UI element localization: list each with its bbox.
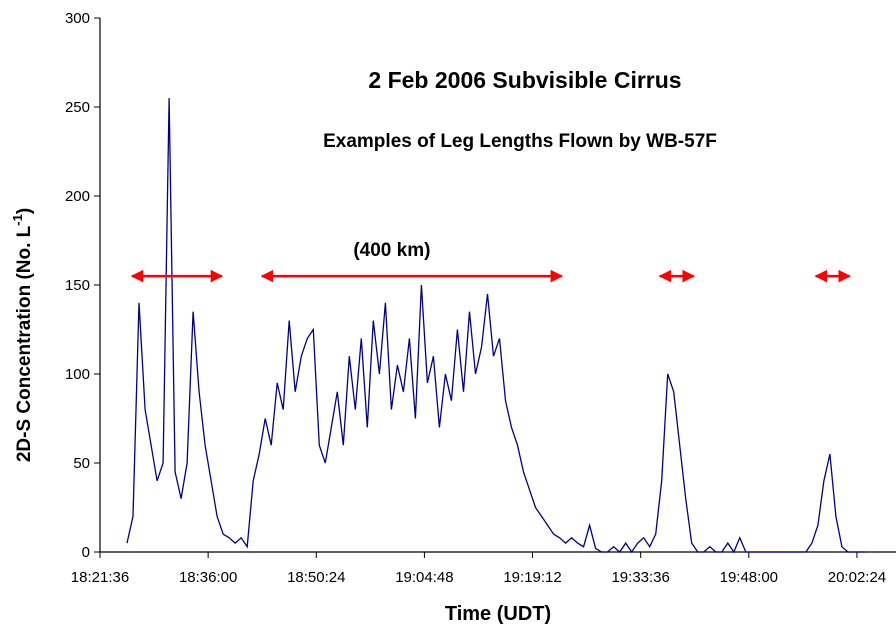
chart-subtitle: Examples of Leg Lengths Flown by WB-57F <box>323 131 717 152</box>
y-axis-label-sup: -1 <box>10 214 25 226</box>
annotation-label: (400 km) <box>353 240 430 261</box>
chart-title: 2 Feb 2006 Subvisible Cirrus <box>368 67 681 93</box>
y-tick-label: 50 <box>73 455 90 472</box>
y-tick-label: 300 <box>65 10 90 27</box>
y-tick-label: 250 <box>65 99 90 116</box>
x-tick-label: 19:33:36 <box>611 569 669 586</box>
y-axis-label: 2D-S Concentration (No. L-1) <box>10 208 35 462</box>
x-tick-label: 19:48:00 <box>720 569 778 586</box>
x-tick-label: 19:19:12 <box>503 569 561 586</box>
y-tick-label: 100 <box>65 366 90 383</box>
x-tick-label: 18:50:24 <box>287 569 345 586</box>
y-tick-label: 0 <box>82 544 90 561</box>
x-tick-label: 20:02:24 <box>828 569 886 586</box>
y-tick-label: 200 <box>65 188 90 205</box>
x-tick-label: 18:36:00 <box>179 569 237 586</box>
x-tick-label: 19:04:48 <box>395 569 453 586</box>
y-axis-label-text: 2D-S Concentration (No. L <box>14 225 35 462</box>
data-line <box>126 98 866 554</box>
x-tick-label: 18:21:36 <box>71 569 129 586</box>
y-tick-label: 150 <box>65 277 90 294</box>
x-axis-label: Time (UDT) <box>445 603 551 625</box>
y-axis-label-end: ) <box>14 208 35 214</box>
